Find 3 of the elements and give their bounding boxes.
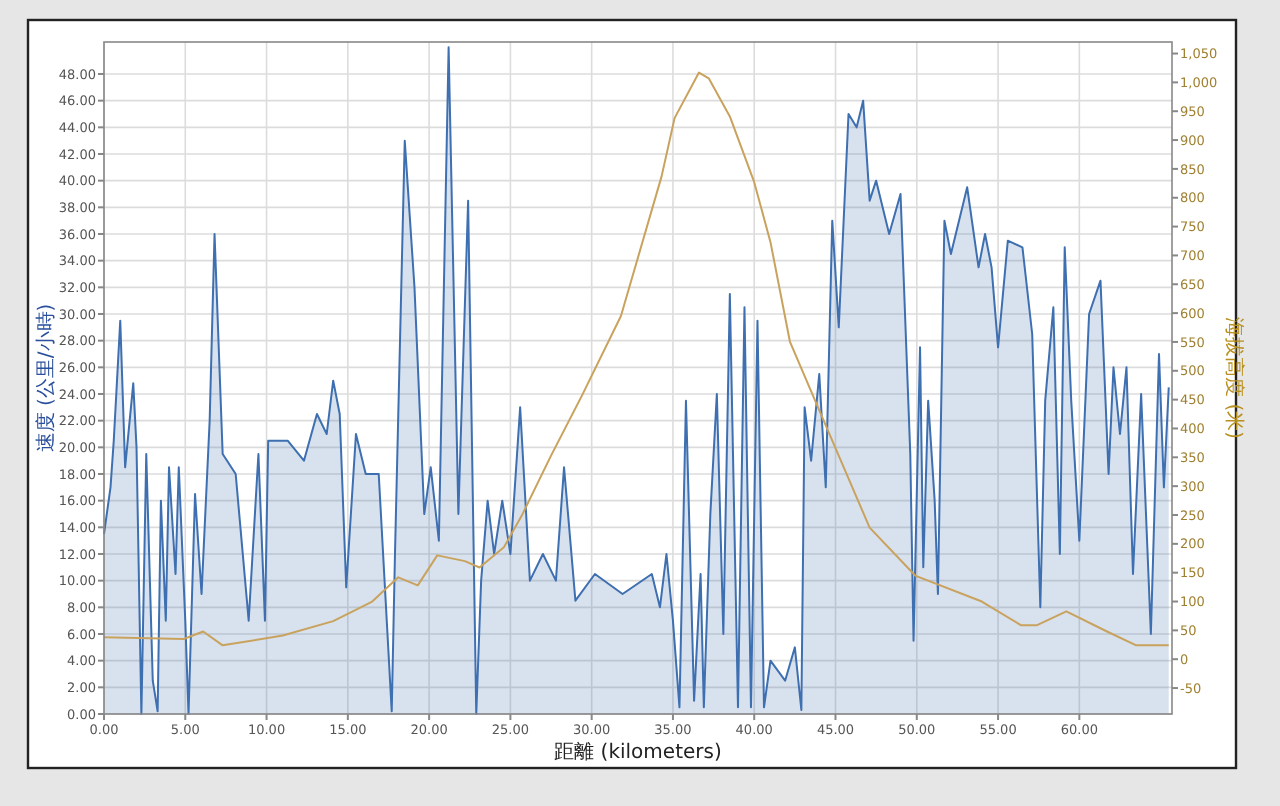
y2-axis-title: 海拔高度 (米)	[1222, 317, 1246, 440]
y-axis-title: 速度 (公里/小時)	[34, 303, 58, 453]
x-axis-title: 距離 (kilometers)	[554, 740, 722, 764]
